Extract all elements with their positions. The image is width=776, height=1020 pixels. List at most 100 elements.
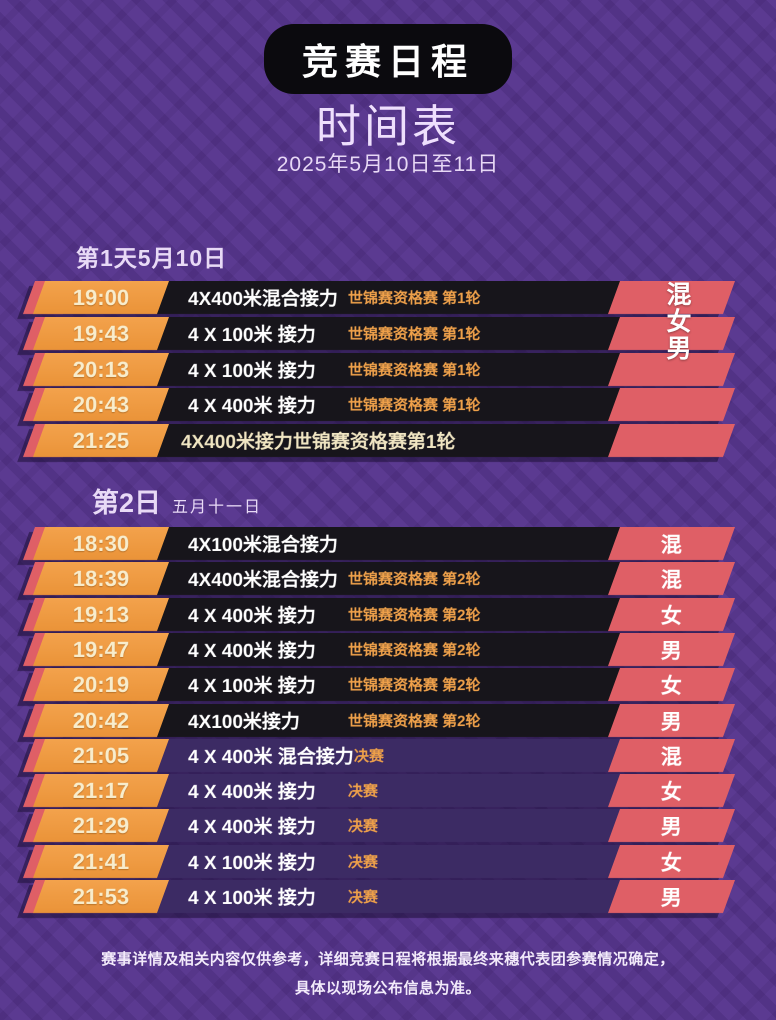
date-range: 2025年5月10日至11日 — [276, 153, 500, 176]
row-shape: 19:47 4 X 400米 接力 世锦赛资格赛 第2轮 男 — [22, 632, 736, 666]
time-block: 21:53 — [32, 880, 170, 913]
row-shape: 20:43 4 X 400米 接力 世锦赛资格赛 第1轮 — [22, 388, 736, 422]
event-label: 4 X 100米 接力 — [188, 852, 316, 874]
row-shape: 21:05 4 X 400米 混合接力 决赛 混 — [22, 738, 736, 772]
event-bar: 4 X 100米 接力 世锦赛资格赛 第1轮 — [156, 316, 621, 350]
round-label: 世锦赛资格赛 第2轮 — [347, 677, 481, 695]
gender-label: 女 — [661, 674, 682, 698]
round-label: 世锦赛资格赛 第2轮 — [347, 571, 481, 589]
time-label: 18:39 — [72, 565, 130, 591]
round-label: 世锦赛资格赛 第2轮 — [347, 606, 481, 624]
day1-gender-column: 混女男 — [664, 282, 694, 363]
time-block: 20:43 — [32, 388, 170, 422]
round-label: 世锦赛资格赛 第1轮 — [347, 361, 481, 379]
event-bar: 4 X 100米 接力 世锦赛资格赛 第2轮 — [156, 668, 621, 702]
day2-heading-sub: 五月十一日 — [172, 499, 263, 516]
time-label: 20:19 — [72, 671, 130, 697]
schedule-row: 20:13 4 X 100米 接力 世锦赛资格赛 第1轮 — [22, 352, 736, 386]
time-block: 18:39 — [32, 562, 170, 596]
event-bar: 4X400米混合接力 世锦赛资格赛 第1轮 — [156, 281, 621, 314]
day1-gender-label: 混 — [666, 281, 692, 309]
event-label: 4 X 100米 接力 — [188, 888, 316, 909]
event-bar: 4 X 400米 接力 世锦赛资格赛 第2轮 — [156, 632, 621, 666]
page-title: 时间表 — [315, 101, 460, 152]
schedule-row: 21:29 4 X 400米 接力 决赛 男 — [22, 809, 736, 843]
round-label: 决赛 — [347, 783, 379, 801]
event-bar: 4 X 400米 接力 世锦赛资格赛 第1轮 — [156, 388, 621, 422]
round-label: 世锦赛资格赛 第2轮 — [347, 641, 481, 659]
time-block: 21:05 — [32, 738, 170, 772]
event-bar: 4 X 400米 接力 决赛 — [156, 809, 621, 843]
event-bar: 4 X 100米 接力 世锦赛资格赛 第1轮 — [156, 352, 621, 386]
time-label: 21:53 — [72, 883, 130, 909]
schedule-row: 21:53 4 X 100米 接力 决赛 男 — [22, 880, 736, 913]
event-label: 4 X 100米 接力 — [188, 360, 316, 382]
time-label: 21:17 — [72, 777, 130, 803]
gender-block — [607, 388, 736, 422]
gender-block: 女 — [607, 668, 736, 702]
event-label: 4 X 400米 接力 — [188, 640, 316, 662]
schedule-row: 21:25 4X400米接力世锦赛资格赛第1轮 — [22, 424, 736, 457]
time-block: 21:29 — [32, 809, 170, 843]
time-label: 18:30 — [72, 530, 130, 556]
event-label: 4 X 100米 接力 — [188, 324, 316, 346]
row-shape: 21:29 4 X 400米 接力 决赛 男 — [22, 809, 736, 843]
round-label: 决赛 — [353, 747, 384, 765]
gender-block — [607, 424, 736, 457]
row-shape: 18:30 4X100米混合接力 混 — [22, 527, 736, 560]
time-label: 19:47 — [72, 636, 130, 662]
event-bar: 4X100米混合接力 — [156, 527, 621, 560]
gender-label: 女 — [661, 851, 682, 875]
gender-label: 男 — [661, 886, 682, 910]
day2-heading: 第2日 五月十一日 — [92, 481, 262, 520]
time-label: 21:05 — [72, 742, 130, 768]
event-bar: 4X400米接力世锦赛资格赛第1轮 — [156, 424, 621, 457]
time-block: 19:43 — [32, 316, 170, 350]
schedule-badge: 竞赛日程 — [263, 24, 513, 94]
round-label: 世锦赛资格赛 第2轮 — [347, 712, 481, 730]
schedule-row: 21:17 4 X 400米 接力 决赛 女 — [22, 774, 736, 808]
schedule-row: 18:39 4X400米混合接力 世锦赛资格赛 第2轮 混 — [22, 562, 736, 596]
gender-block: 混 — [607, 527, 736, 560]
schedule-row: 19:47 4 X 400米 接力 世锦赛资格赛 第2轮 男 — [22, 632, 736, 666]
day1-heading: 第1天5月10日 — [76, 245, 228, 271]
round-label: 决赛 — [347, 818, 379, 836]
row-shape: 21:17 4 X 400米 接力 决赛 女 — [22, 774, 736, 808]
schedule-row: 18:30 4X100米混合接力 混 — [22, 527, 736, 560]
time-block: 20:13 — [32, 352, 170, 386]
time-label: 21:41 — [72, 848, 130, 874]
event-label: 4X400米混合接力 — [188, 570, 338, 592]
event-label: 4 X 100米 接力 — [188, 676, 316, 698]
event-bar: 4X100米接力 世锦赛资格赛 第2轮 — [156, 703, 621, 737]
event-label: 4X100米混合接力 — [188, 535, 338, 556]
time-label: 20:13 — [72, 356, 130, 381]
row-shape: 20:13 4 X 100米 接力 世锦赛资格赛 第1轮 — [22, 352, 736, 386]
schedule-row: 20:19 4 X 100米 接力 世锦赛资格赛 第2轮 女 — [22, 668, 736, 702]
schedule-row: 20:42 4X100米接力 世锦赛资格赛 第2轮 男 — [22, 703, 736, 737]
gender-block: 混 — [607, 738, 736, 772]
time-block: 21:17 — [32, 774, 170, 808]
row-shape: 21:25 4X400米接力世锦赛资格赛第1轮 — [22, 424, 736, 457]
row-shape: 20:42 4X100米接力 世锦赛资格赛 第2轮 男 — [22, 703, 736, 737]
time-block: 20:42 — [32, 703, 170, 737]
footer-line-2: 具体以现场公布信息为准。 — [294, 979, 481, 997]
time-block: 21:25 — [32, 424, 170, 457]
event-label: 4 X 400米 接力 — [188, 396, 316, 418]
time-block: 19:00 — [32, 281, 170, 314]
time-block: 21:41 — [32, 844, 170, 878]
round-label: 世锦赛资格赛 第1轮 — [347, 290, 481, 307]
time-label: 21:29 — [72, 812, 130, 838]
time-label: 20:42 — [72, 707, 130, 732]
time-label: 20:43 — [72, 391, 130, 417]
event-label: 4 X 400米 接力 — [188, 817, 316, 839]
gender-block: 男 — [607, 703, 736, 737]
gender-label: 男 — [661, 710, 682, 733]
gender-block: 男 — [607, 632, 736, 666]
time-label: 19:43 — [72, 320, 130, 346]
event-bar: 4 X 100米 接力 决赛 — [156, 880, 621, 913]
time-label: 21:25 — [72, 427, 130, 453]
schedule-row: 19:00 4X400米混合接力 世锦赛资格赛 第1轮 — [22, 281, 736, 314]
round-label: 决赛 — [347, 853, 379, 871]
time-block: 19:13 — [32, 597, 170, 631]
gender-label: 女 — [661, 780, 682, 804]
